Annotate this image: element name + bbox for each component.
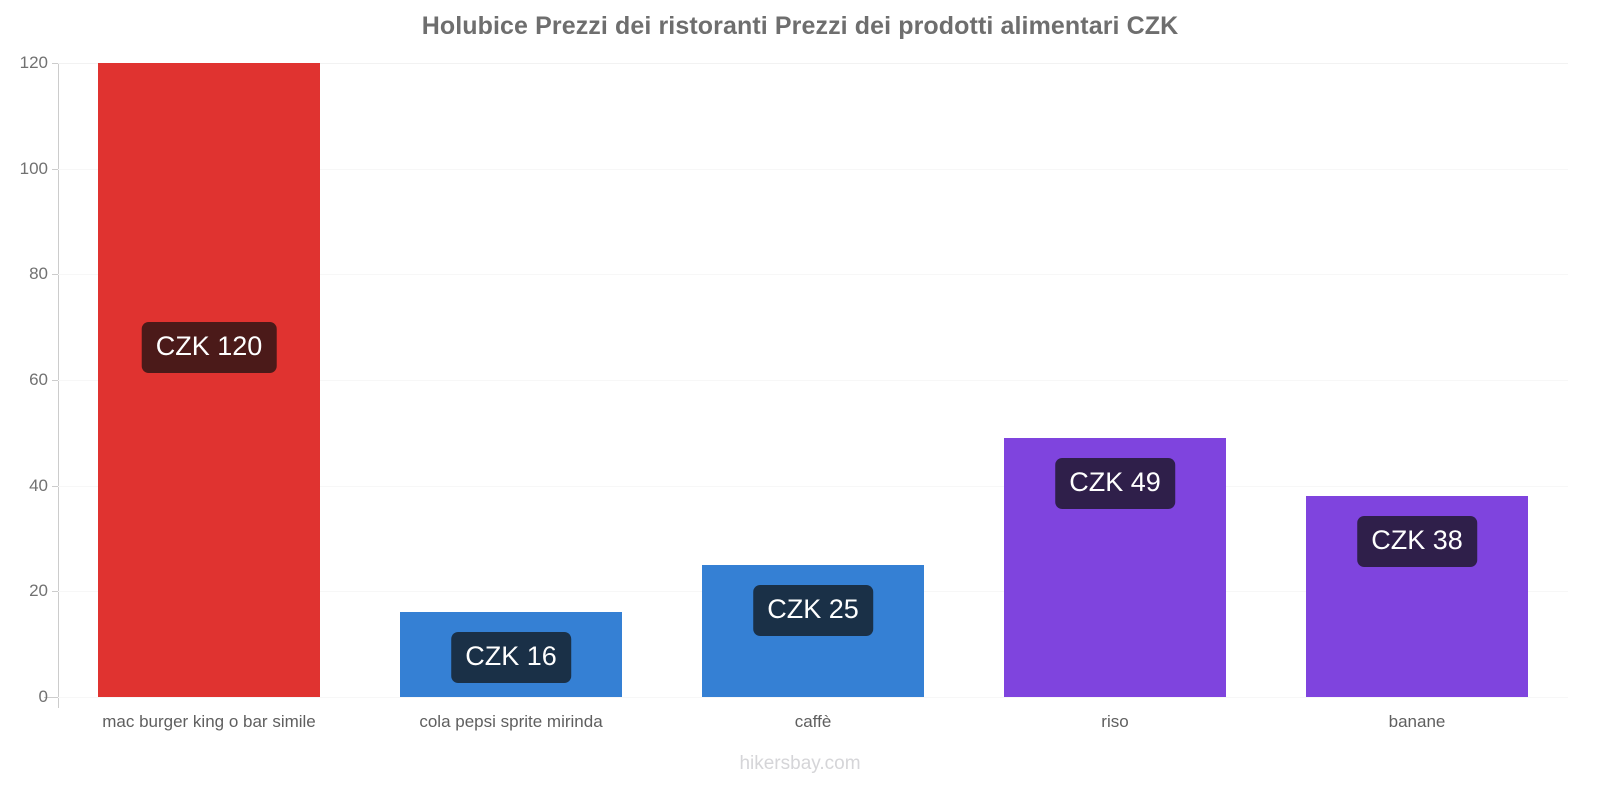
bar-value-label: CZK 16 bbox=[451, 632, 571, 684]
bar[interactable] bbox=[98, 63, 320, 697]
y-tick-label: 20 bbox=[29, 581, 48, 601]
y-tick-mark bbox=[52, 274, 58, 276]
bar-value-label: CZK 38 bbox=[1357, 516, 1477, 568]
plot-area bbox=[58, 63, 1568, 698]
y-tick-label: 60 bbox=[29, 370, 48, 389]
y-tick-label: 100 bbox=[19, 158, 48, 178]
y-tick-mark bbox=[52, 591, 58, 593]
y-tick-mark bbox=[52, 380, 58, 381]
y-axis-line bbox=[58, 63, 59, 708]
x-tick-label: cola pepsi sprite mirinda bbox=[419, 712, 603, 731]
y-tick-mark bbox=[52, 168, 58, 170]
y-tick-label: 40 bbox=[29, 475, 48, 495]
chart-title: Holubice Prezzi dei ristoranti Prezzi de… bbox=[421, 12, 1179, 40]
x-tick-label: mac burger king o bar simile bbox=[102, 712, 316, 731]
gridline bbox=[58, 63, 1568, 64]
x-tick-label: riso bbox=[1101, 712, 1129, 731]
y-tick-label: 120 bbox=[19, 53, 48, 72]
y-tick-label: 80 bbox=[29, 264, 48, 284]
source-watermark: hikersbay.com bbox=[739, 753, 861, 774]
gridline bbox=[58, 485, 1568, 487]
y-tick-mark bbox=[52, 485, 58, 487]
x-tick-label: banane bbox=[1388, 712, 1446, 731]
y-tick-label: 0 bbox=[38, 687, 48, 706]
bar-value-label: CZK 120 bbox=[141, 322, 277, 373]
x-tick-label: caffè bbox=[794, 712, 832, 731]
gridline bbox=[58, 697, 1568, 698]
y-tick-mark bbox=[52, 697, 58, 698]
bar-value-label: CZK 49 bbox=[1055, 458, 1175, 510]
gridline bbox=[58, 274, 1568, 276]
y-tick-mark bbox=[52, 63, 58, 64]
gridline bbox=[58, 168, 1568, 170]
gridline bbox=[58, 380, 1568, 381]
bar-value-label: CZK 25 bbox=[753, 584, 873, 636]
